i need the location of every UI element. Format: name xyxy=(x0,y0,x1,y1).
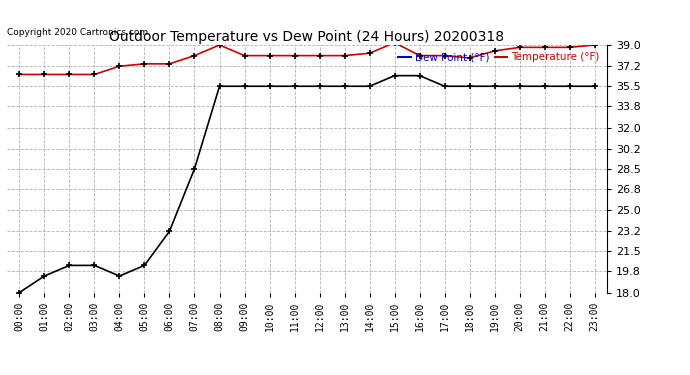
Title: Outdoor Temperature vs Dew Point (24 Hours) 20200318: Outdoor Temperature vs Dew Point (24 Hou… xyxy=(110,30,504,44)
Legend: Dew Point (°F), Temperature (°F): Dew Point (°F), Temperature (°F) xyxy=(397,50,602,64)
Text: Copyright 2020 Cartronics.com: Copyright 2020 Cartronics.com xyxy=(7,28,148,37)
